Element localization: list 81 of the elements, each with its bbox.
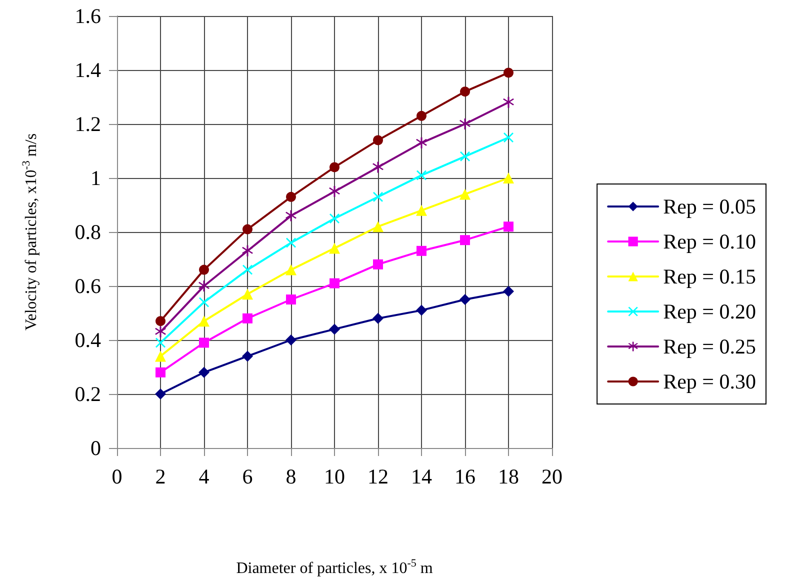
point xyxy=(329,324,340,335)
y-tick-label: 0.2 xyxy=(74,382,101,406)
point xyxy=(373,192,383,202)
point xyxy=(198,316,210,327)
x-tick-label: 16 xyxy=(454,464,476,488)
legend-label: Rep = 0.15 xyxy=(663,264,756,288)
y-tick-label: 0.8 xyxy=(74,220,101,244)
legend-label: Rep = 0.10 xyxy=(663,230,756,254)
y-tick-label: 1.2 xyxy=(74,112,101,136)
y-tick-label: 0.6 xyxy=(74,274,101,298)
point xyxy=(242,245,253,256)
legend-label: Rep = 0.30 xyxy=(663,370,756,394)
point xyxy=(416,137,427,148)
x-tick-label: 12 xyxy=(368,464,388,488)
x-tick-label: 0 xyxy=(112,464,122,488)
point xyxy=(416,170,426,180)
y-tick-label: 0.4 xyxy=(74,328,102,352)
point xyxy=(286,334,296,346)
x-tick-label: 2 xyxy=(155,464,166,488)
point xyxy=(242,264,252,275)
point xyxy=(329,186,340,197)
point xyxy=(460,86,470,97)
point xyxy=(242,224,252,234)
point xyxy=(198,280,210,292)
point xyxy=(156,316,166,326)
point xyxy=(156,367,166,378)
point xyxy=(373,259,383,270)
legend-label: Rep = 0.25 xyxy=(663,334,756,358)
point xyxy=(155,326,166,338)
point xyxy=(156,338,166,348)
x-tick-label: 6 xyxy=(242,464,253,488)
point xyxy=(372,162,384,173)
x-tick-label: 18 xyxy=(498,464,519,488)
point xyxy=(503,172,514,184)
point xyxy=(460,188,470,200)
point xyxy=(286,210,296,222)
point xyxy=(286,264,296,276)
point xyxy=(460,118,470,130)
point xyxy=(198,366,210,378)
point xyxy=(199,264,209,275)
point xyxy=(416,304,427,316)
point xyxy=(416,204,427,216)
y-tick-label: 1.6 xyxy=(74,4,101,28)
x-tick-label: 14 xyxy=(411,464,432,488)
point xyxy=(330,278,340,288)
point xyxy=(460,235,470,246)
point xyxy=(416,246,426,256)
point xyxy=(460,294,470,305)
point xyxy=(286,238,296,248)
y-tick-label: 1 xyxy=(90,166,101,190)
legend-label: Rep = 0.05 xyxy=(663,194,756,218)
point xyxy=(199,338,209,348)
x-tick-label: 10 xyxy=(324,464,345,488)
x-tick-label: 4 xyxy=(198,464,210,488)
point xyxy=(329,242,340,254)
point xyxy=(199,297,209,308)
legend-label: Rep = 0.20 xyxy=(663,300,756,324)
point xyxy=(503,96,514,108)
point xyxy=(286,294,296,304)
point xyxy=(504,132,514,142)
point xyxy=(155,388,166,400)
y-axis-title: Velocity of particles, x10-3 m/s xyxy=(20,133,40,331)
point xyxy=(416,110,426,121)
point xyxy=(373,135,383,146)
point xyxy=(330,214,340,224)
point xyxy=(242,350,253,362)
point xyxy=(504,68,514,78)
point xyxy=(372,221,384,232)
y-tick-label: 1.4 xyxy=(74,58,102,82)
point xyxy=(330,162,340,172)
point xyxy=(242,313,252,324)
point xyxy=(286,192,296,202)
point xyxy=(372,312,384,324)
point xyxy=(242,288,253,300)
y-tick-label: 0 xyxy=(90,436,101,460)
point xyxy=(155,350,166,362)
point xyxy=(503,286,514,297)
point xyxy=(504,222,514,232)
point xyxy=(460,151,470,162)
x-tick-label: 8 xyxy=(286,464,296,488)
x-tick-label: 20 xyxy=(542,464,562,488)
